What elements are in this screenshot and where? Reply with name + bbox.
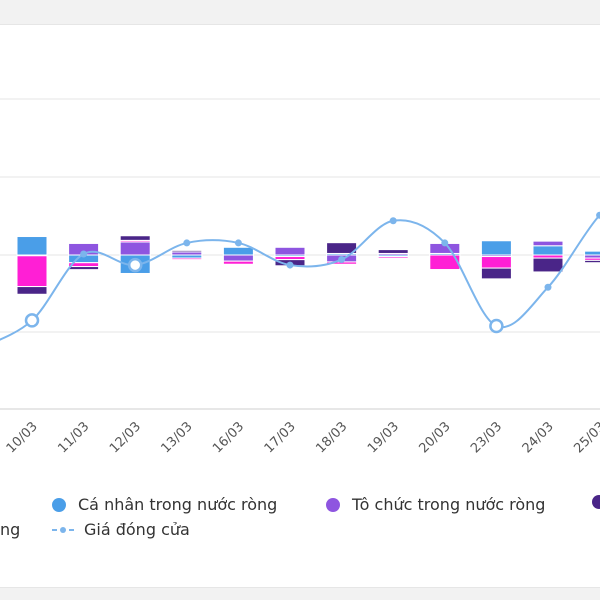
x-tick-label: 24/03 [520,419,557,456]
stacked-bar-line-chart: 10/03 11/03 12/03 13/03 16/03 17/03 18/03 19/03… [0,98,600,456]
bar-segment [532,257,564,273]
price-point [24,313,40,328]
bar-segment [222,246,254,256]
bar-segment [68,266,100,271]
bar-segment [584,250,600,256]
legend-truncated[interactable] [592,495,600,509]
bar-segment [171,249,203,253]
x-tick-label: 12/03 [107,419,144,456]
legend-individual[interactable]: Cá nhân trong nước ròng [52,495,277,514]
price-point [127,257,143,273]
price-point [596,211,600,219]
price-point [489,318,504,334]
bar-segment [480,240,512,256]
legend-individual-dot-icon [52,497,66,512]
bar-segment [16,255,48,288]
bar-segment [377,249,409,254]
price-point [544,283,552,291]
x-tick-label: 19/03 [365,419,402,456]
bar-segment [532,240,564,247]
bar-segment [584,259,600,264]
x-tick-label: 17/03 [262,419,299,456]
legend-institution[interactable]: Tô chức trong nước ròng [326,495,545,514]
legend-institution-dot-icon [326,497,340,512]
price-point [441,239,449,247]
x-tick-label: 20/03 [417,419,454,456]
x-tick-label: 23/03 [468,419,505,456]
bar-segment [222,254,254,262]
bar-segment [429,269,461,271]
legend-individual-label: Cá nhân trong nước ròng [78,495,278,514]
bar-segment [274,246,306,256]
chart-card: 10/03 11/03 12/03 13/03 16/03 17/03 18/03 19/03… [0,24,600,588]
bar-segment [16,286,48,295]
legend-proprietary-partial[interactable]: ng [0,520,20,539]
bar-segment [222,260,254,265]
bar-segment [16,236,48,256]
legend-proprietary-partial-label: ng [0,520,21,539]
x-tick-label: 11/03 [55,419,92,456]
bar-segment [119,235,151,241]
legend-institution-label: Tô chức trong nước ròng [352,495,546,514]
x-tick-label: 25/03 [571,419,600,456]
price-point [183,239,191,247]
price-point [389,217,397,225]
price-point [234,239,242,247]
bar-segment [171,257,203,261]
x-tick-label: 16/03 [210,419,247,456]
x-tick-label: 10/03 [4,419,41,456]
legend-truncated-dot-icon [592,495,600,509]
legend-price-label: Giá đóng cửa [84,520,190,539]
bar-segment [532,245,564,256]
price-point [80,250,88,258]
legend-price[interactable]: Giá đóng cửa [52,520,190,539]
bar-segment [480,267,512,280]
x-tick-label: 18/03 [313,419,350,456]
bar-segment [480,256,512,269]
price-point [338,256,346,264]
legend-price-line-icon [52,523,74,537]
x-tick-label: 13/03 [159,419,196,456]
price-point [286,261,294,269]
bar-segment [377,256,409,259]
bar-segment [119,241,151,256]
